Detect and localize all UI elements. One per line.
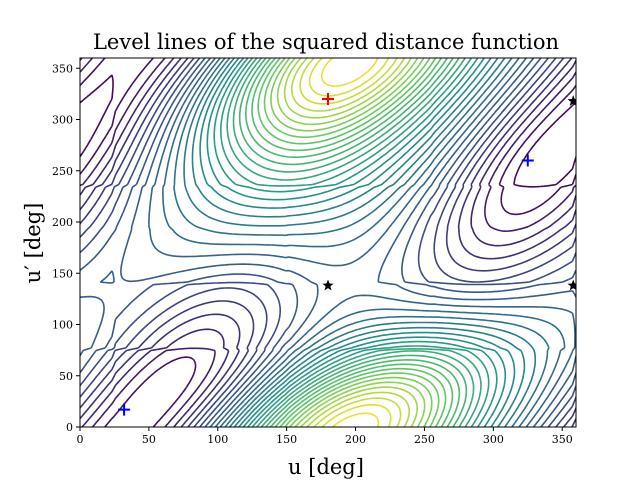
contour-level-line — [80, 58, 576, 427]
y-tick-label: 300 — [52, 114, 73, 127]
contour-level-line — [191, 58, 526, 427]
x-tick-label: 300 — [483, 433, 504, 446]
contour-level-line — [80, 58, 576, 427]
black-star-marker — [322, 279, 334, 291]
contour-level-line — [257, 58, 447, 427]
x-tick-label: 0 — [77, 433, 84, 446]
x-axis-ticks: 0 50 100 150 200 250 300 350 — [77, 427, 573, 446]
contour-level-line — [299, 58, 402, 427]
contour-level-line — [251, 58, 454, 427]
y-axis-label: u′ [deg] — [21, 203, 45, 284]
contour-level-line — [162, 58, 566, 427]
contour-level-line — [232, 58, 475, 427]
contour-level-line — [148, 58, 576, 427]
x-tick-label: 50 — [142, 433, 156, 446]
critical-point-markers — [118, 93, 576, 416]
blue-plus-marker — [118, 403, 131, 416]
contour-level-line — [80, 58, 576, 427]
contour-level-line — [183, 58, 537, 427]
x-tick-label: 200 — [345, 433, 366, 446]
contour-level-line — [290, 58, 411, 427]
red-plus-marker — [322, 93, 334, 105]
blue-plus-marker — [521, 154, 534, 167]
contour-level-line — [308, 58, 392, 427]
y-tick-label: 50 — [59, 370, 73, 383]
y-tick-label: 100 — [52, 319, 73, 332]
y-tick-label: 250 — [52, 165, 73, 178]
plot-frame — [79, 57, 577, 428]
contour-level-line — [80, 58, 576, 427]
black-star-marker — [567, 95, 576, 106]
contour-level-line — [270, 58, 433, 427]
contour-level-line — [206, 58, 507, 427]
x-tick-label: 350 — [552, 433, 573, 446]
contour-level-line — [80, 58, 576, 427]
contour-level-line — [80, 74, 576, 188]
contour-lines — [80, 58, 576, 427]
contour-level-line — [283, 58, 418, 427]
contour-level-line — [80, 58, 576, 427]
y-tick-label: 150 — [52, 267, 73, 280]
contour-level-line — [213, 58, 498, 427]
chart-title: Level lines of the squared distance func… — [93, 30, 559, 54]
y-tick-label: 350 — [52, 62, 73, 75]
y-tick-label: 0 — [66, 421, 73, 434]
x-tick-label: 150 — [276, 433, 297, 446]
contour-level-line — [220, 58, 490, 427]
y-tick-label: 200 — [52, 216, 73, 229]
x-tick-label: 100 — [207, 433, 228, 446]
contour-level-line — [320, 58, 380, 427]
x-axis-label: u [deg] — [288, 455, 364, 479]
y-axis-ticks: 0 50 100 150 200 250 300 350 — [52, 62, 80, 434]
x-tick-label: 250 — [414, 433, 435, 446]
black-star-marker — [567, 279, 576, 291]
contour-level-line — [238, 58, 468, 427]
